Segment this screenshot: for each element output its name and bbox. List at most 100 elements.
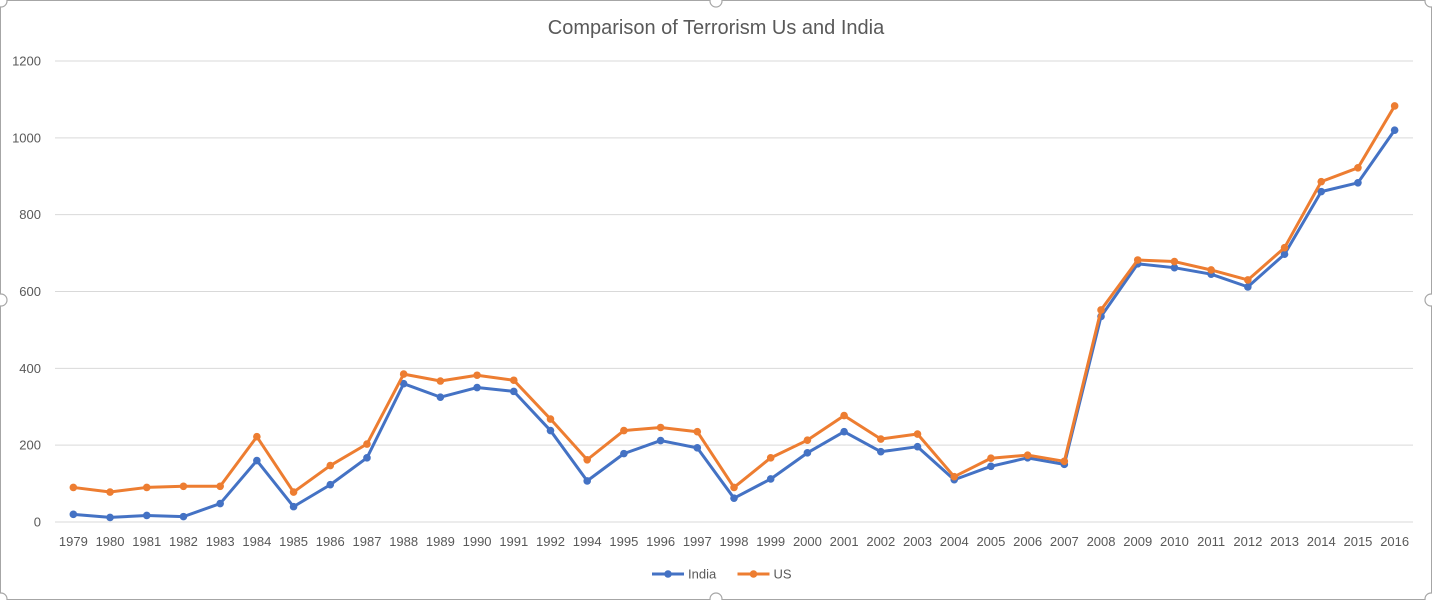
data-point-us[interactable] <box>766 454 775 462</box>
x-tick-label: 1984 <box>242 534 271 549</box>
x-tick-label: 2008 <box>1087 534 1116 549</box>
data-point-us[interactable] <box>436 377 445 385</box>
data-point-us[interactable] <box>289 488 298 496</box>
x-tick-label: 1979 <box>59 534 88 549</box>
x-tick-label: 2006 <box>1013 534 1042 549</box>
data-point-us[interactable] <box>216 482 224 491</box>
data-point-us[interactable] <box>1354 163 1362 172</box>
x-tick-label: 2011 <box>1197 534 1225 549</box>
data-point-us[interactable] <box>1390 102 1399 110</box>
data-point-india[interactable] <box>363 454 371 462</box>
resize-handle-left[interactable] <box>0 293 8 307</box>
data-point-us[interactable] <box>656 423 665 432</box>
data-point-us[interactable] <box>1207 266 1215 274</box>
legend-label-us: US <box>774 567 792 582</box>
data-point-india[interactable] <box>1390 126 1399 134</box>
resize-handle-right[interactable] <box>1424 293 1432 307</box>
data-point-india[interactable] <box>326 480 335 489</box>
data-point-us[interactable] <box>950 472 959 481</box>
x-tick-label: 1995 <box>609 534 638 549</box>
y-tick-label: 0 <box>34 515 41 530</box>
data-point-india[interactable] <box>766 475 775 483</box>
data-point-us[interactable] <box>583 455 591 464</box>
resize-handle-top[interactable] <box>709 0 723 8</box>
x-tick-label: 1983 <box>206 534 235 549</box>
x-tick-label: 2002 <box>866 534 895 549</box>
data-point-india[interactable] <box>1280 250 1289 259</box>
x-tick-label: 2005 <box>976 534 1005 549</box>
data-point-india[interactable] <box>1354 178 1362 187</box>
data-point-us[interactable] <box>399 370 408 378</box>
data-point-india[interactable] <box>803 449 812 457</box>
x-tick-label: 1989 <box>426 534 455 549</box>
data-point-india[interactable] <box>1244 283 1252 291</box>
data-point-india[interactable] <box>583 477 591 485</box>
data-point-india[interactable] <box>436 393 445 401</box>
series-layer <box>69 102 1399 522</box>
data-point-india[interactable] <box>656 436 665 445</box>
legend-item-us[interactable]: US <box>737 567 792 582</box>
x-tick-label: 2012 <box>1233 534 1262 549</box>
data-point-us[interactable] <box>326 461 335 470</box>
data-point-india[interactable] <box>546 426 555 435</box>
data-point-us[interactable] <box>803 436 812 444</box>
data-point-us[interactable] <box>877 435 885 443</box>
data-point-us[interactable] <box>620 426 628 435</box>
data-point-india[interactable] <box>913 442 922 451</box>
data-point-india[interactable] <box>620 449 628 458</box>
data-point-india[interactable] <box>69 510 78 519</box>
data-point-india[interactable] <box>730 494 738 502</box>
data-point-india[interactable] <box>1317 187 1326 196</box>
chart-title: Comparison of Terrorism Us and India <box>548 17 885 39</box>
data-point-us[interactable] <box>1170 257 1179 266</box>
data-point-us[interactable] <box>546 415 555 423</box>
data-point-india[interactable] <box>289 502 298 511</box>
x-tick-label: 1987 <box>353 534 382 549</box>
data-point-india[interactable] <box>877 447 885 456</box>
data-point-india[interactable] <box>142 511 151 520</box>
data-point-india[interactable] <box>253 456 261 465</box>
data-point-india[interactable] <box>1170 263 1179 272</box>
resize-handle-bottom[interactable] <box>709 592 723 605</box>
data-point-us[interactable] <box>913 430 922 438</box>
resize-handle-top-right[interactable] <box>1424 0 1432 8</box>
legend: India US <box>652 567 792 582</box>
data-point-us[interactable] <box>473 371 481 380</box>
data-point-us[interactable] <box>1023 451 1032 459</box>
series-india <box>69 126 1399 522</box>
data-point-us[interactable] <box>987 454 995 463</box>
data-point-us[interactable] <box>363 440 371 448</box>
data-point-us[interactable] <box>142 483 151 492</box>
data-point-india[interactable] <box>509 387 518 396</box>
legend-item-india[interactable]: India <box>652 567 717 582</box>
data-point-us[interactable] <box>179 482 188 491</box>
data-point-us[interactable] <box>1280 243 1289 252</box>
data-point-us[interactable] <box>1097 306 1105 314</box>
x-tick-label: 2016 <box>1380 534 1409 549</box>
data-point-us[interactable] <box>1317 177 1326 186</box>
data-point-india[interactable] <box>473 383 481 392</box>
data-point-us[interactable] <box>693 427 702 436</box>
data-point-us[interactable] <box>69 483 78 492</box>
data-point-india[interactable] <box>399 379 408 388</box>
data-point-us[interactable] <box>1133 256 1142 264</box>
x-tick-label: 2010 <box>1160 534 1189 549</box>
data-point-us[interactable] <box>106 488 114 496</box>
data-point-us[interactable] <box>509 376 518 385</box>
data-point-india[interactable] <box>216 499 224 508</box>
data-point-us[interactable] <box>1244 276 1252 284</box>
data-point-us[interactable] <box>730 483 738 492</box>
data-point-india[interactable] <box>106 513 114 522</box>
x-tick-label: 2000 <box>793 534 822 549</box>
x-tick-label: 1990 <box>463 534 492 549</box>
data-point-us[interactable] <box>840 411 848 420</box>
data-point-us[interactable] <box>1060 457 1069 466</box>
data-point-india[interactable] <box>840 427 848 436</box>
data-point-india[interactable] <box>693 444 702 452</box>
data-point-us[interactable] <box>253 432 261 441</box>
data-point-india[interactable] <box>987 462 995 471</box>
resize-handle-top-left[interactable] <box>0 0 8 8</box>
x-tick-label: 1994 <box>573 534 602 549</box>
data-point-india[interactable] <box>179 512 188 521</box>
